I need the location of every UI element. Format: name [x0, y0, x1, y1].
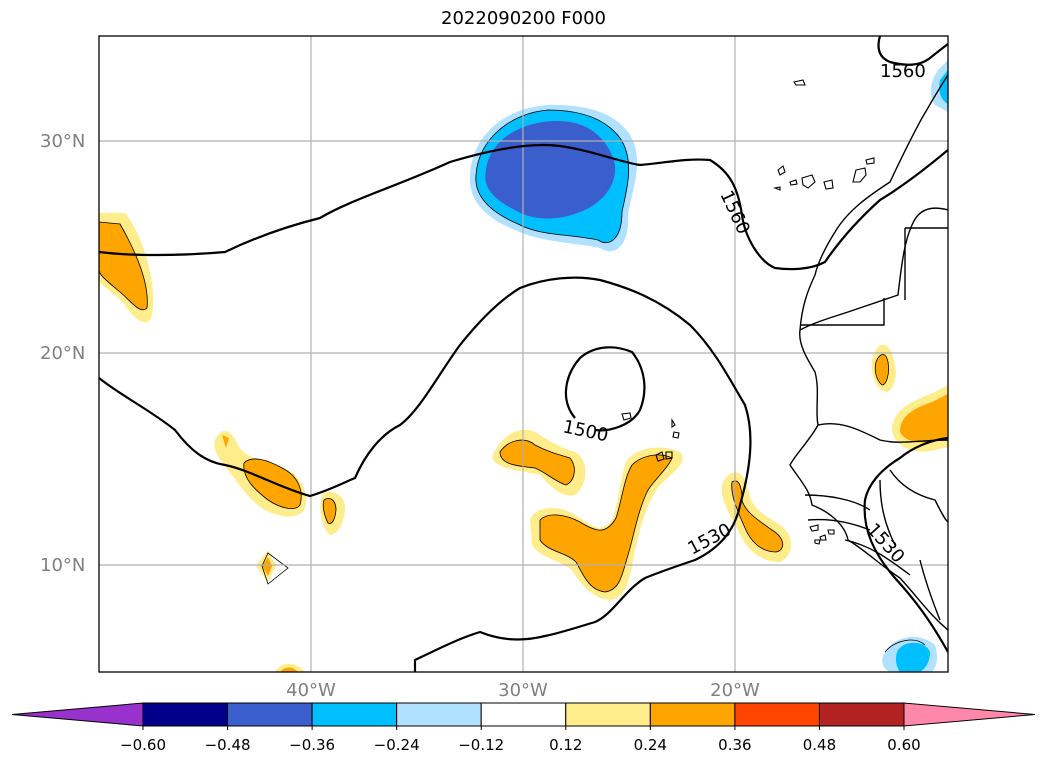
colorbar-tick-label: 0.24 [633, 736, 668, 754]
colorbar-segment [734, 702, 820, 727]
contour-label: 1560 [715, 187, 753, 237]
map-frame [98, 35, 949, 673]
colorbar-segment [480, 702, 567, 727]
contour-label: 1530 [684, 519, 734, 559]
latitude-label-10n: 10°N [40, 555, 86, 576]
graticule [99, 36, 948, 672]
colorbar-segment [311, 702, 398, 727]
latitude-label-30n: 30°N [40, 131, 86, 152]
contour-label: 1500 [561, 416, 610, 446]
colorbar-tick-label: 0.36 [718, 736, 752, 754]
islands [621, 79, 875, 545]
longitude-label-40w: 40°W [286, 680, 336, 701]
colorbar-segment [818, 702, 905, 727]
height-contours [99, 36, 948, 672]
colorbar-segment [142, 702, 229, 727]
longitude-label-30w: 30°W [498, 680, 548, 701]
colorbar-segment [565, 702, 651, 727]
colorbar-segment [227, 702, 313, 727]
contour-label: 1530 [862, 519, 908, 567]
colorbar-tick-label: −0.60 [120, 736, 166, 754]
colorbar-tick-label: −0.36 [289, 736, 336, 754]
map-plot-area [99, 36, 948, 672]
colorbar-tick-label: 0.60 [887, 736, 921, 754]
longitude-label-20w: 20°W [710, 680, 760, 701]
colorbar-extend-high [903, 702, 1036, 727]
map-title: 2022090200 F000 [441, 8, 606, 29]
colorbar [11, 702, 1036, 730]
contour-label: 1560 [880, 61, 926, 82]
coastlines [789, 74, 948, 631]
colorbar-tick-label: −0.24 [373, 736, 420, 754]
colorbar-tick-label: 0.12 [549, 736, 583, 754]
colorbar-segment [649, 702, 736, 727]
colorbar-tick-label: −0.48 [204, 736, 251, 754]
colorbar-tick-label: −0.12 [458, 736, 505, 754]
colorbar-segment [396, 702, 482, 727]
colorbar-tick-label: 0.48 [802, 736, 837, 754]
latitude-label-20n: 20°N [40, 343, 86, 364]
colorbar-extend-low [11, 702, 144, 727]
